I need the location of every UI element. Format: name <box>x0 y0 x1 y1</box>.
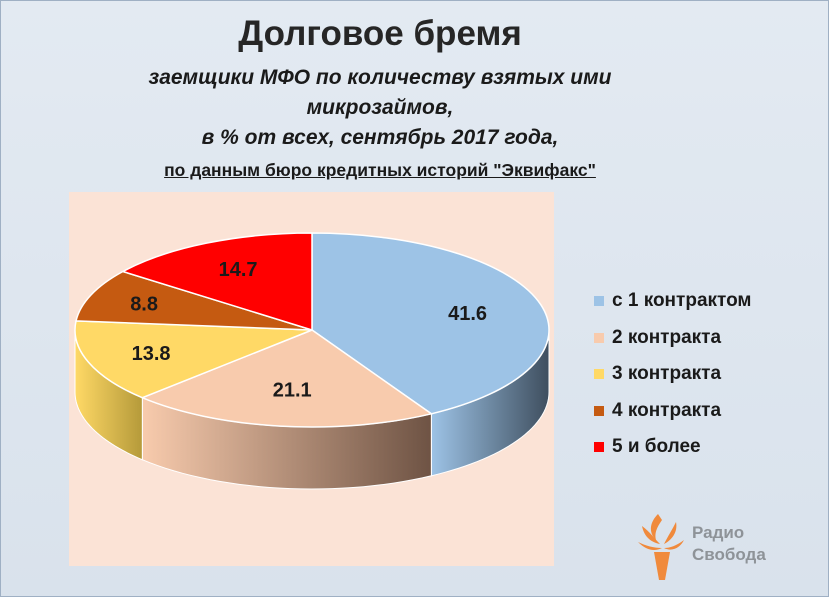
pie-data-label: 8.8 <box>130 293 158 315</box>
pie-slice <box>140 329 434 428</box>
legend-label: 2 контракта <box>612 326 722 348</box>
legend-swatch <box>594 369 604 380</box>
chart-source: по данным бюро кредитных историй "Эквифа… <box>0 160 760 181</box>
pie-slice <box>120 232 313 332</box>
chart-legend: с 1 контрактом 2 контракта 3 контракта 4 ко… <box>594 283 752 466</box>
chart-title: Долговое бремя <box>238 14 522 53</box>
pie-slice <box>311 232 550 415</box>
chart-subtitle-line1: заемщики МФО по количеству взятых ими <box>148 66 612 89</box>
pie-data-label: 21.1 <box>273 380 312 402</box>
logo-line1: Радио <box>692 523 745 542</box>
torch-icon <box>638 514 684 580</box>
chart-source-text: по данным бюро кредитных историй "Эквифа… <box>164 160 596 180</box>
legend-item: 5 и более <box>594 429 752 466</box>
chart-subtitle-line3: в % от всех, сентябрь 2017 года, <box>201 126 559 149</box>
legend-item: 4 контракта <box>594 393 752 430</box>
legend-label: с 1 контрактом <box>612 290 752 312</box>
legend-item: с 1 контрактом <box>594 283 752 320</box>
pie-data-label: 13.8 <box>132 343 171 365</box>
chart-subtitle-line2: микрозаймов, <box>306 96 454 119</box>
logo-line2: Свобода <box>692 545 766 564</box>
pie-slice <box>74 320 313 399</box>
legend-swatch <box>594 332 604 343</box>
logo-text: Радио Свобода <box>692 522 766 566</box>
legend-swatch <box>594 405 604 416</box>
legend-label: 4 контракта <box>612 399 722 421</box>
legend-item: 3 контракта <box>594 356 752 393</box>
pie-data-label: 41.6 <box>448 303 487 325</box>
legend-label: 5 и более <box>612 436 701 458</box>
pie-slice <box>75 270 313 331</box>
legend-item: 2 контракта <box>594 320 752 357</box>
legend-swatch <box>594 442 604 453</box>
legend-label: 3 контракта <box>612 363 722 385</box>
pie-data-label: 14.7 <box>219 259 258 281</box>
legend-swatch <box>594 296 604 307</box>
